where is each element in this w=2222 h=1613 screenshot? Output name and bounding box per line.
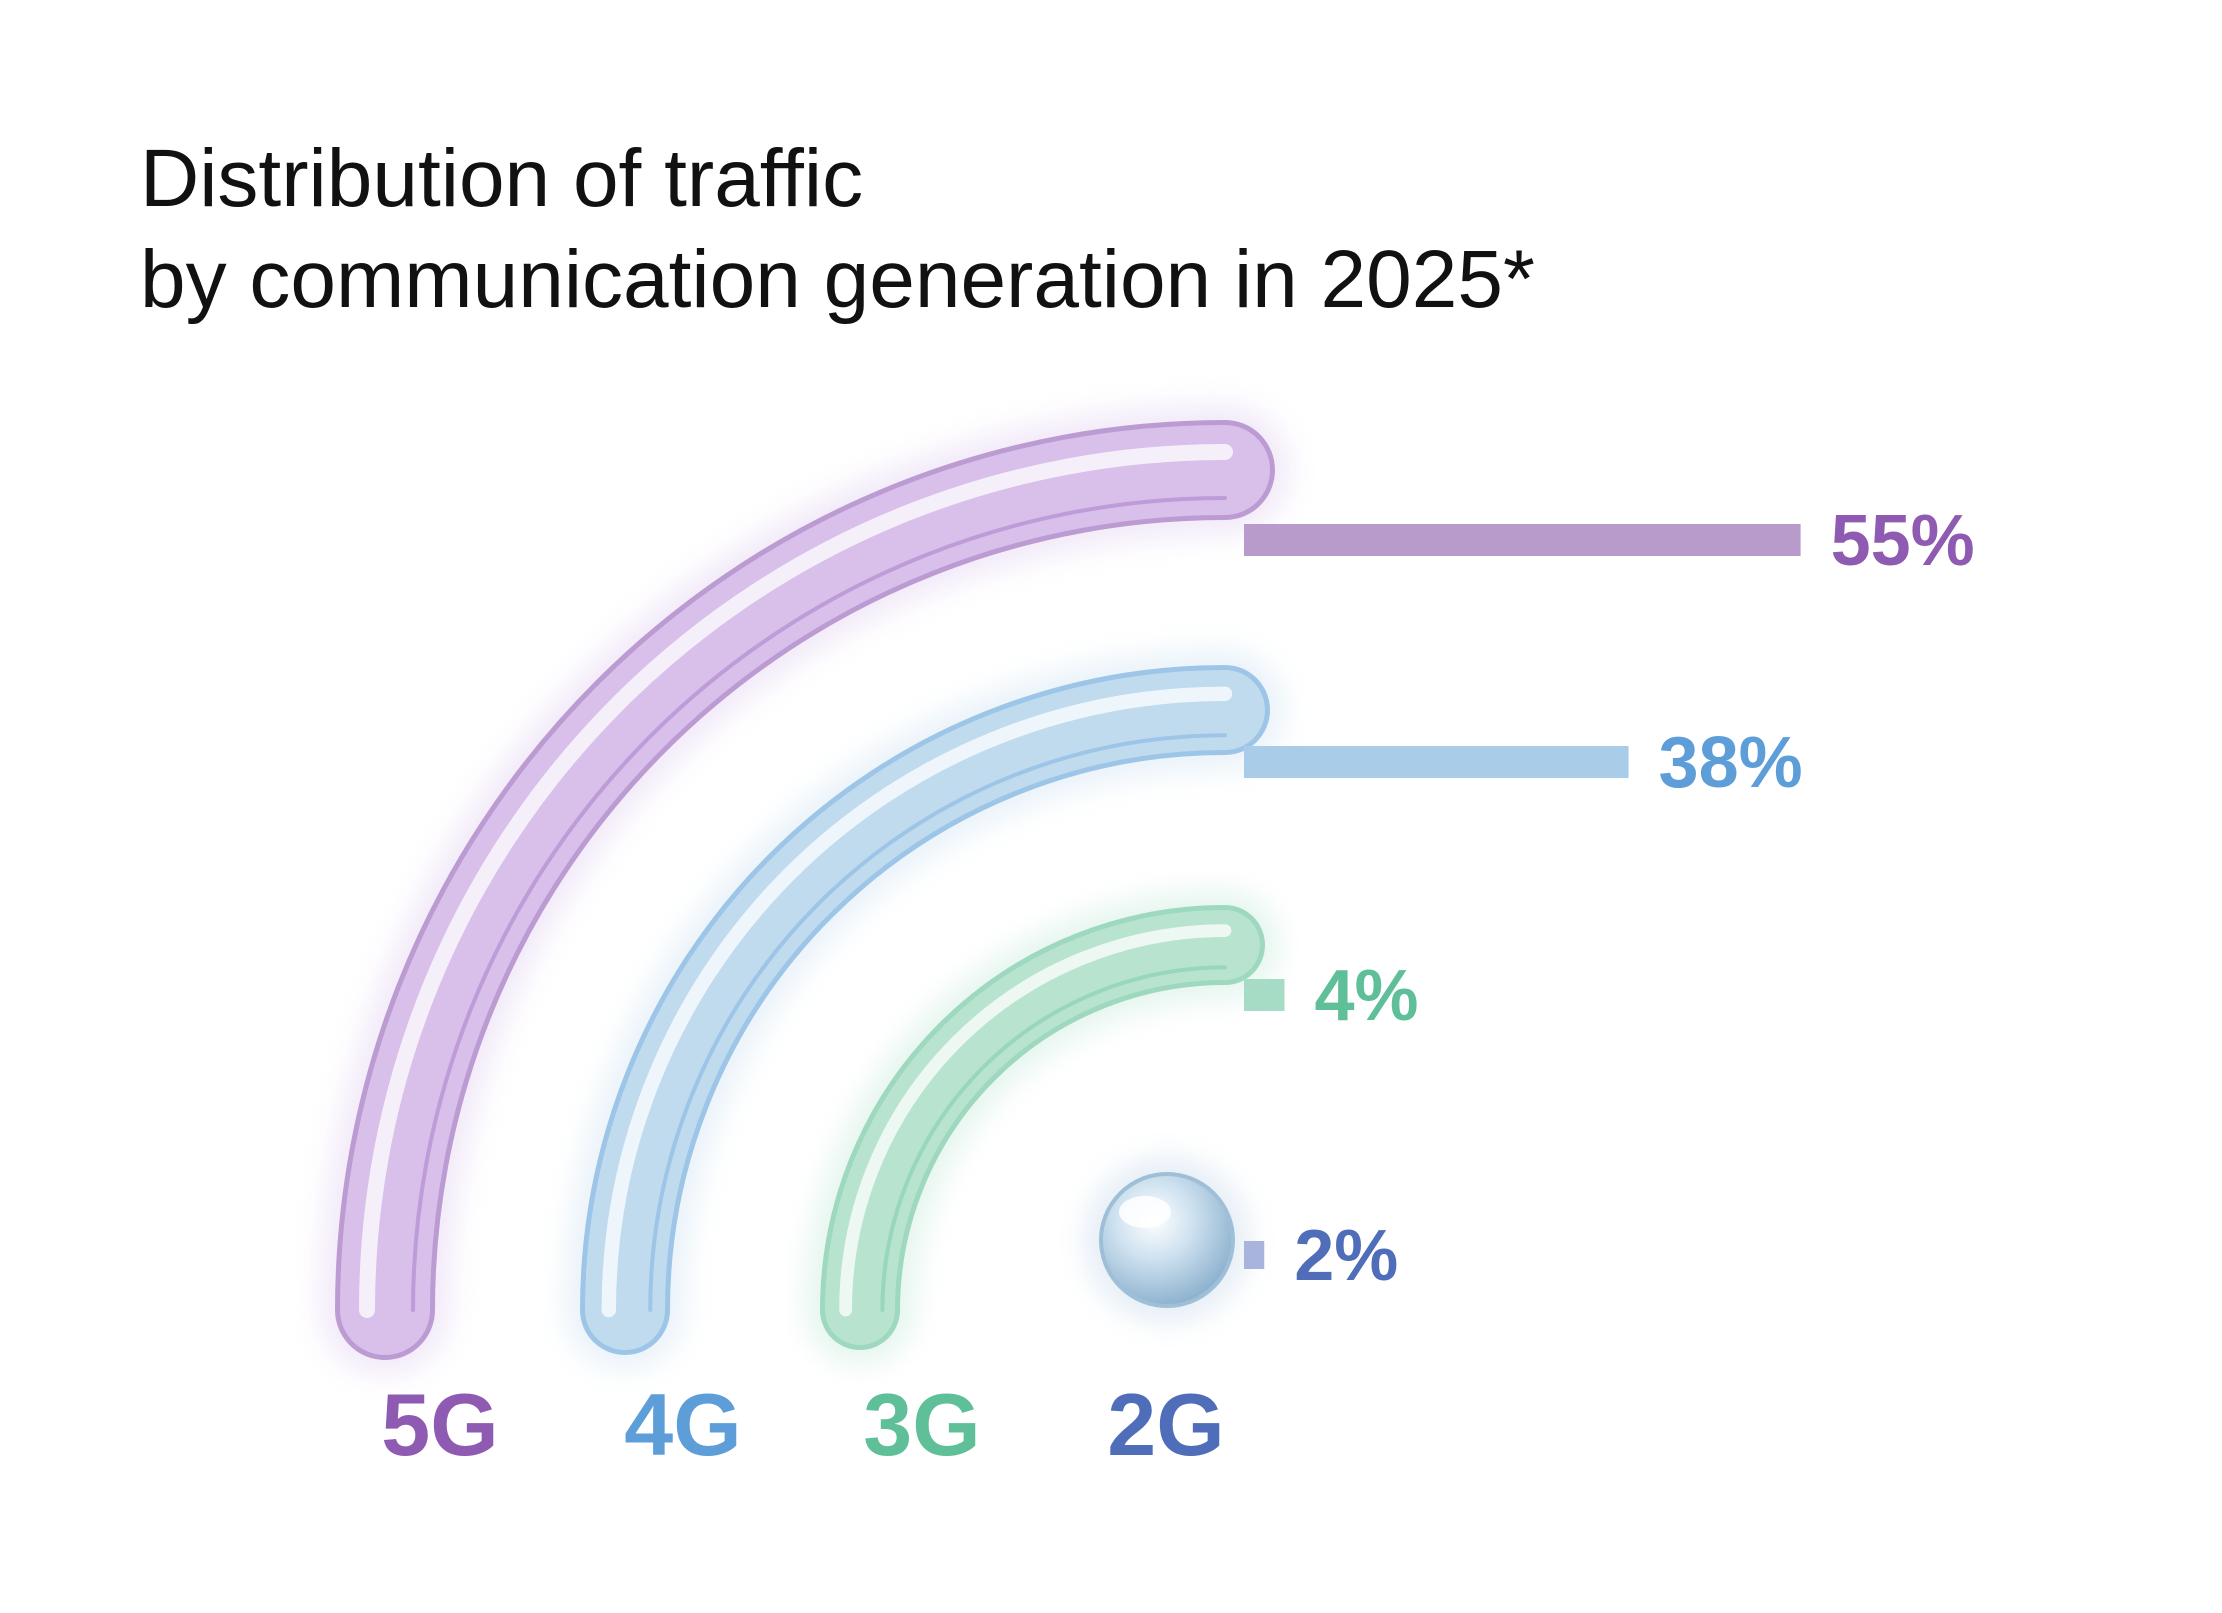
chart-title-line-1: Distribution of traffic: [140, 133, 864, 224]
bar-2g: [1244, 1241, 1265, 1269]
category-label-3g: 3G: [863, 1375, 980, 1474]
value-label-5g: 55%: [1831, 501, 1975, 581]
signal-arc-3g: [805, 890, 1280, 1365]
signal-arc-4g: [565, 650, 1285, 1370]
category-label-2g: 2G: [1107, 1375, 1224, 1474]
chart-title: Distribution of traffic by communication…: [140, 128, 1535, 330]
chart-title-line-2: by communication generation in 2025*: [140, 234, 1535, 325]
category-labels: 5G 4G 3G 2G: [381, 1375, 1224, 1474]
signal-dot-2g: [1085, 1158, 1249, 1322]
signal-arc-5g: [320, 405, 1290, 1375]
value-label-2g: 2%: [1294, 1216, 1398, 1296]
bar-5g: [1244, 524, 1801, 556]
bar-3g: [1244, 979, 1285, 1011]
value-labels: 55% 38% 4% 2%: [1294, 501, 1974, 1296]
category-label-4g: 4G: [624, 1375, 741, 1474]
bar-4g: [1244, 746, 1629, 778]
value-label-3g: 4%: [1314, 956, 1418, 1036]
category-label-5g: 5G: [381, 1375, 498, 1474]
signal-arcs: [320, 405, 1290, 1375]
bars-group: [1244, 524, 1801, 1269]
value-label-4g: 38%: [1659, 723, 1803, 803]
